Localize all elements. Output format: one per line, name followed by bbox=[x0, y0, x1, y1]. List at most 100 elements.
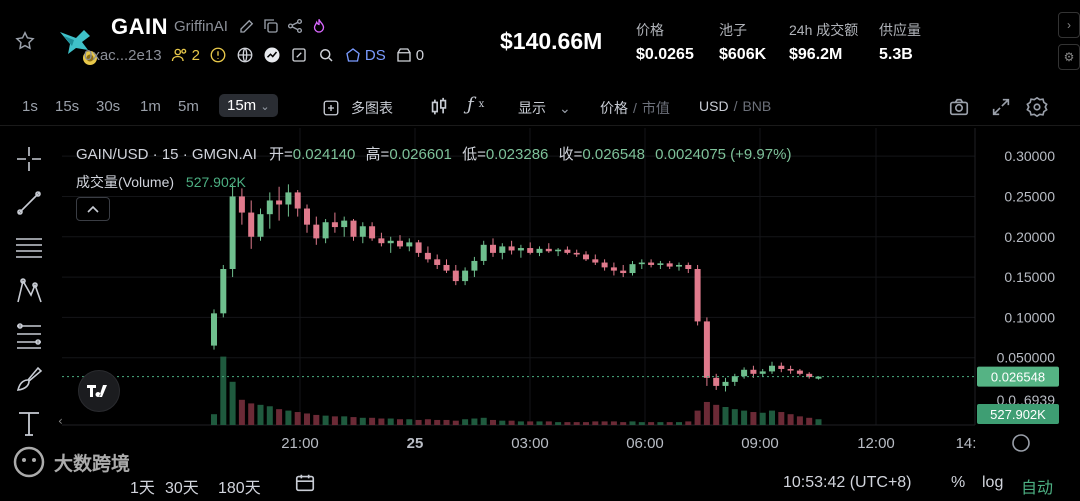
volume-bar bbox=[471, 418, 478, 425]
last-price-label: 0.026548 bbox=[991, 370, 1045, 385]
edit-icon[interactable] bbox=[238, 17, 256, 35]
currency-toggle[interactable]: USD / BNB bbox=[699, 98, 771, 114]
stat-label: 价格 bbox=[636, 22, 664, 38]
dexscreener-link[interactable]: DS bbox=[344, 46, 386, 64]
auto-toggle[interactable]: 自动 bbox=[1021, 480, 1054, 497]
volume-bar bbox=[276, 409, 283, 425]
volume-bar bbox=[266, 406, 273, 425]
candle-body bbox=[676, 264, 682, 267]
candle-body bbox=[285, 192, 292, 205]
candle-body bbox=[638, 262, 645, 265]
settings-gear-icon[interactable] bbox=[1026, 96, 1048, 118]
time-tick-label: 03:00 bbox=[511, 435, 549, 452]
volume-bar bbox=[731, 409, 738, 425]
candle-body bbox=[592, 259, 599, 263]
candle-body bbox=[359, 226, 366, 237]
timeframe-5m[interactable]: 5m bbox=[178, 98, 199, 115]
volume-bar bbox=[508, 420, 515, 425]
axis-settings-icon[interactable] bbox=[1012, 434, 1030, 452]
crosshair-icon bbox=[17, 147, 41, 171]
candle-body bbox=[211, 313, 217, 346]
date-range-icon[interactable] bbox=[294, 472, 316, 494]
candle-body bbox=[573, 252, 580, 255]
pattern-tool[interactable] bbox=[14, 276, 44, 306]
volume-bar bbox=[545, 421, 552, 425]
note-edit-icon[interactable] bbox=[290, 46, 308, 64]
tradingview-logo[interactable] bbox=[78, 370, 120, 412]
candle-body bbox=[499, 246, 506, 253]
volume-bar bbox=[211, 414, 217, 425]
price-mcap-toggle[interactable]: 价格 / 市值 bbox=[600, 98, 670, 118]
volume-bar bbox=[564, 422, 571, 425]
timeframe-1s[interactable]: 1s bbox=[22, 98, 38, 115]
price-tick-label: 0.15000 bbox=[1004, 269, 1055, 285]
price-axis[interactable]: 0.30000 0.25000 0.20000 0.15000 0.10000 0.050… bbox=[997, 148, 1056, 408]
camera-icon[interactable] bbox=[948, 96, 970, 118]
add-square-icon bbox=[323, 100, 339, 116]
timeframe-30s[interactable]: 30s bbox=[96, 98, 121, 115]
volume-bar bbox=[304, 413, 310, 425]
box-badge[interactable]: 0 bbox=[395, 46, 424, 64]
expand-panel-button[interactable]: › bbox=[1058, 12, 1080, 38]
volume-bar bbox=[434, 419, 441, 425]
low-label: 低= bbox=[462, 146, 486, 163]
candle-body bbox=[545, 248, 552, 252]
collapse-legend-button[interactable] bbox=[76, 197, 110, 221]
candlesticks bbox=[211, 184, 822, 392]
timeframe-15s[interactable]: 15s bbox=[55, 98, 80, 115]
bnb-label: BNB bbox=[742, 98, 772, 114]
percent-toggle[interactable]: % bbox=[951, 474, 966, 491]
text-tool[interactable] bbox=[14, 408, 44, 438]
flame-icon[interactable] bbox=[310, 17, 328, 35]
volume-bar bbox=[462, 419, 469, 425]
crosshair-tool[interactable] bbox=[14, 144, 44, 174]
log-toggle[interactable]: log bbox=[982, 474, 1004, 491]
price-chart[interactable]: 0.30000 0.25000 0.20000 0.15000 0.10000 0.050… bbox=[0, 128, 1080, 462]
contract-address[interactable]: 0xac...2e13 bbox=[84, 46, 162, 64]
brush-tool[interactable] bbox=[14, 364, 44, 394]
range-180d[interactable]: 180天 bbox=[218, 480, 261, 497]
share-icon[interactable] bbox=[286, 17, 304, 35]
chart-circle-icon[interactable] bbox=[263, 46, 281, 64]
drawing-tools bbox=[0, 128, 58, 438]
scroll-left-icon[interactable]: ‹ bbox=[58, 414, 63, 428]
volume-bar bbox=[657, 422, 664, 425]
candle-body bbox=[583, 254, 589, 260]
timeframe-1m[interactable]: 1m bbox=[140, 98, 161, 115]
copy-icon[interactable] bbox=[262, 17, 280, 35]
range-1d[interactable]: 1天 bbox=[130, 480, 155, 497]
horizontal-lines-tool[interactable] bbox=[14, 232, 44, 262]
fib-tool[interactable] bbox=[14, 320, 44, 350]
display-dropdown[interactable]: 显示 ⌄ bbox=[518, 98, 571, 118]
volume-bar bbox=[378, 418, 385, 425]
candle-body bbox=[229, 196, 236, 269]
token-header: GAIN GriffinAI 0xac...2e13 2 DS 0 $140.6… bbox=[0, 0, 1080, 86]
volume-bar bbox=[313, 414, 320, 425]
fullscreen-icon[interactable] bbox=[990, 96, 1012, 118]
candle-body bbox=[564, 249, 571, 253]
symbol-label: GAIN/USD · 15 · GMGN.AI bbox=[76, 146, 257, 163]
globe-icon[interactable] bbox=[236, 46, 254, 64]
clock[interactable]: 10:53:42 (UTC+8) bbox=[783, 474, 912, 491]
multi-chart-button[interactable]: 多图表 bbox=[322, 98, 393, 118]
volume-bar bbox=[527, 421, 534, 425]
stat-label: 池子 bbox=[719, 22, 747, 38]
display-label: 显示 bbox=[518, 100, 546, 116]
candle-type-icon[interactable] bbox=[428, 96, 450, 118]
side-settings-button[interactable]: ⚙ bbox=[1058, 44, 1080, 70]
range-30d[interactable]: 30天 bbox=[165, 480, 199, 497]
time-axis[interactable]: 21:00 25 03:00 06:00 09:00 12:00 14: bbox=[281, 435, 976, 452]
favorite-star-icon[interactable] bbox=[14, 30, 36, 52]
search-icon[interactable] bbox=[317, 46, 335, 64]
time-tick-label: 14: bbox=[956, 435, 977, 452]
last-volume-tag: 527.902K bbox=[977, 404, 1059, 424]
last-volume-label: 527.902K bbox=[990, 407, 1046, 422]
volume-bar bbox=[294, 412, 301, 425]
holders-badge[interactable]: 2 bbox=[171, 46, 200, 64]
timeframe-15m[interactable]: 15m ⌄ bbox=[219, 94, 278, 117]
warning-icon[interactable] bbox=[209, 46, 227, 64]
volume-bar bbox=[341, 416, 348, 425]
trendline-tool[interactable] bbox=[14, 188, 44, 218]
trendline-icon bbox=[17, 191, 41, 215]
